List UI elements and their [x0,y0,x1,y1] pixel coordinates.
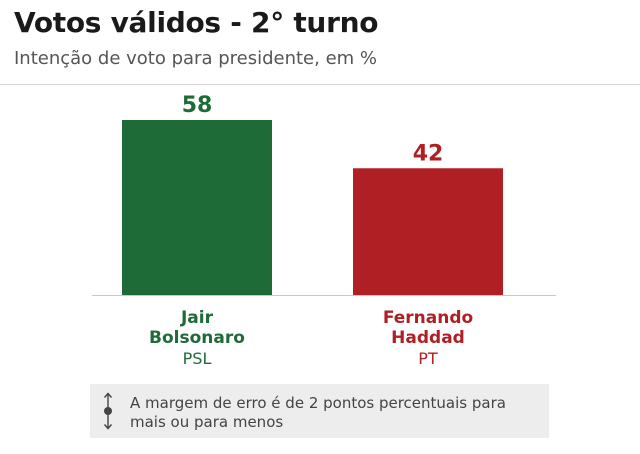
party-label-1: PSL [183,349,212,368]
up-down-arrow-icon [103,392,113,430]
title-divider [0,84,640,85]
bar-2 [353,168,503,295]
chart-subtitle: Intenção de voto para presidente, em % [14,48,378,69]
category-label-2-line-1: Fernando [383,308,473,328]
category-label-1-line-1: Jair [180,308,214,328]
margin-of-error-text: A margem de erro é de 2 pontos percentua… [130,394,506,431]
bar-value-label-2: 42 [413,141,444,166]
party-label-2: PT [418,349,438,368]
category-label-1-line-2: Bolsonaro [149,328,245,348]
chart-title: Votos válidos - 2° turno [14,6,379,39]
bar-1 [122,120,272,295]
bar-value-label-1: 58 [182,93,213,118]
category-label-2-line-2: Haddad [391,328,465,348]
margin-of-error-note: A margem de erro é de 2 pontos percentua… [90,384,549,438]
